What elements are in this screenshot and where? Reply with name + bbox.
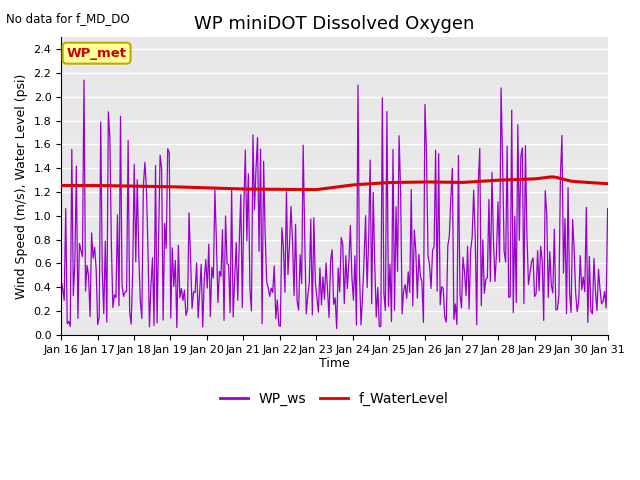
Title: WP miniDOT Dissolved Oxygen: WP miniDOT Dissolved Oxygen xyxy=(194,15,475,33)
X-axis label: Time: Time xyxy=(319,357,350,371)
Legend: WP_ws, f_WaterLevel: WP_ws, f_WaterLevel xyxy=(214,386,454,411)
Y-axis label: Wind Speed (m/s), Water Level (psi): Wind Speed (m/s), Water Level (psi) xyxy=(15,73,28,299)
Text: No data for f_MD_DO: No data for f_MD_DO xyxy=(6,12,130,25)
Text: WP_met: WP_met xyxy=(67,47,127,60)
